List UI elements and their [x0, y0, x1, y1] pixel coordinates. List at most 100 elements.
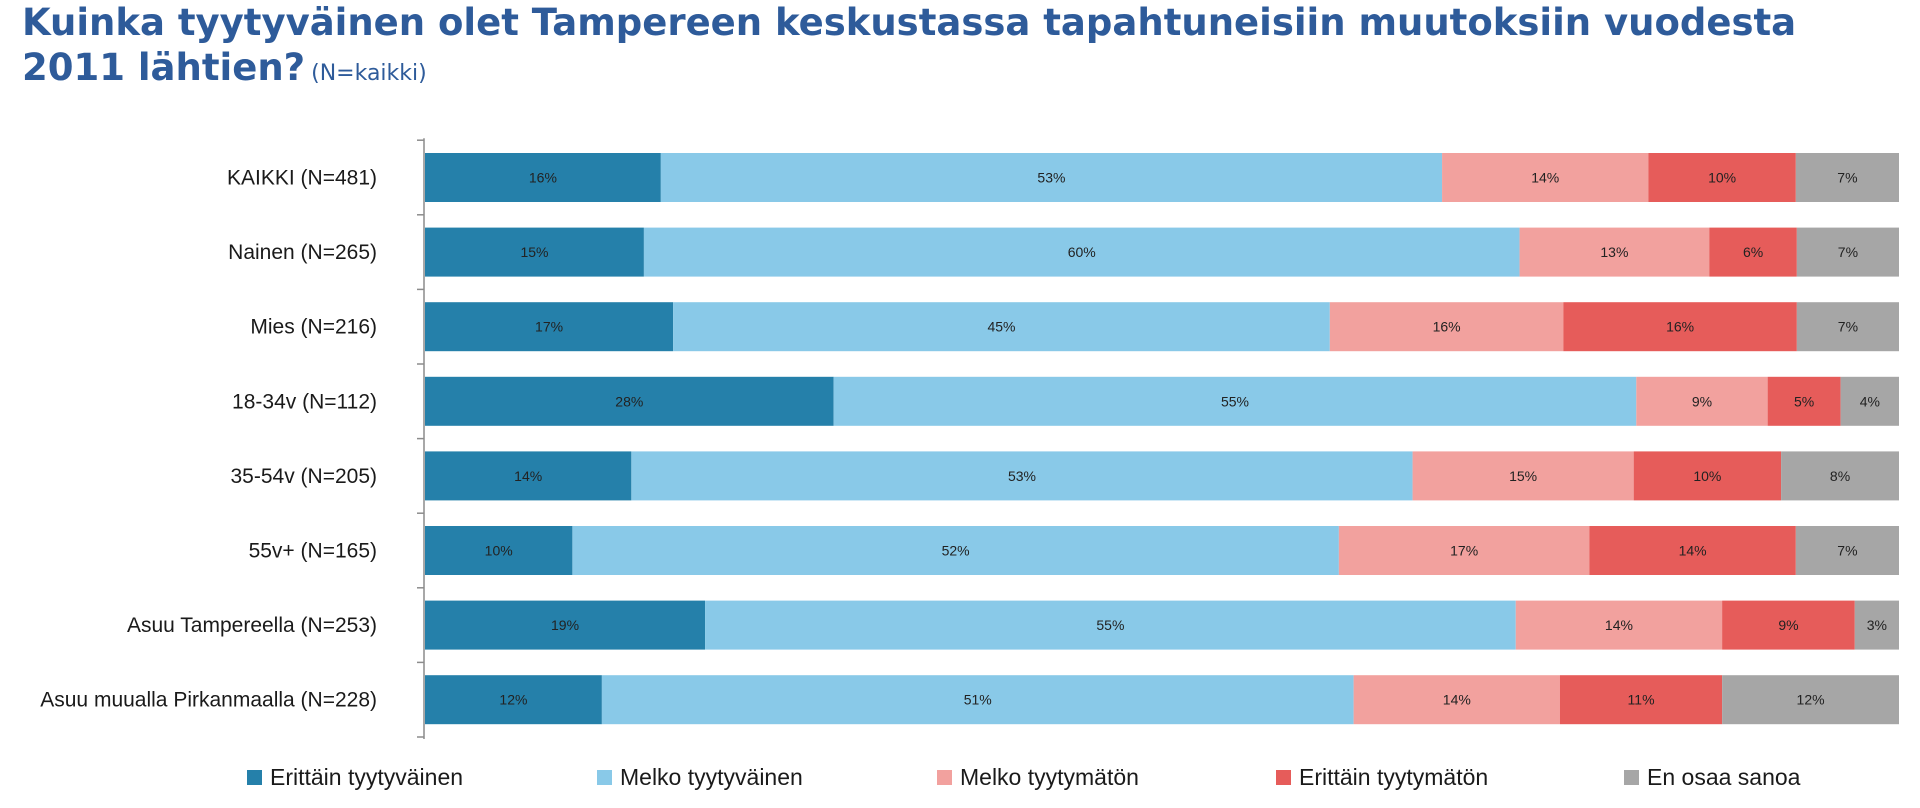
- bar-segment: [1563, 302, 1797, 352]
- bar-segment: [1633, 451, 1782, 501]
- bar-segment: [1589, 526, 1796, 575]
- category-label: KAIKKI (N=481): [227, 167, 377, 190]
- data-label: 55%: [1096, 617, 1124, 633]
- data-label: 53%: [1008, 468, 1036, 484]
- bar-segment: [601, 675, 1354, 725]
- bar-segment: [1796, 227, 1899, 277]
- data-label: 13%: [1600, 244, 1628, 260]
- chart-legend: Erittäin tyytyväinen Melko tyytyväinen Mel…: [0, 760, 1920, 794]
- data-label: 17%: [1450, 543, 1478, 559]
- data-label: 14%: [514, 468, 542, 484]
- legend-item: Erittäin tyytymätön: [1276, 760, 1488, 794]
- bar-segment: [631, 451, 1413, 501]
- data-label: 10%: [1708, 170, 1736, 186]
- legend-swatch: [247, 769, 262, 785]
- bar-segment: [1722, 600, 1855, 650]
- data-label: 16%: [529, 170, 557, 186]
- category-label: Asuu muualla Pirkanmaalla (N=228): [40, 689, 377, 712]
- data-label: 5%: [1794, 393, 1814, 409]
- bar-segment: [833, 376, 1637, 426]
- bar-segment: [1781, 451, 1899, 501]
- category-label: 35-54v (N=205): [231, 465, 378, 488]
- chart-title: Kuinka tyytyväinen olet Tampereen keskus…: [22, 0, 1902, 90]
- chart-subtitle: (N=kaikki): [311, 61, 427, 87]
- legend-swatch: [1276, 769, 1291, 785]
- legend-label: Erittäin tyytymätön: [1299, 763, 1489, 790]
- bar-segment: [660, 153, 1443, 202]
- bar-segment: [425, 451, 632, 501]
- data-label: 60%: [1068, 244, 1096, 260]
- data-label: 10%: [1693, 468, 1721, 484]
- data-label: 10%: [485, 543, 513, 559]
- bar-segment: [425, 526, 573, 575]
- category-label: Asuu Tampereella (N=253): [127, 614, 377, 637]
- data-label: 53%: [1037, 170, 1065, 186]
- bar-segment: [1722, 675, 1899, 725]
- legend-item: Melko tyytymätön: [937, 760, 1139, 794]
- data-label: 14%: [1679, 543, 1707, 559]
- bar-segment: [425, 376, 834, 426]
- data-label: 28%: [615, 393, 643, 409]
- data-label: 12%: [499, 692, 527, 708]
- data-label: 14%: [1443, 692, 1471, 708]
- bar-segment: [705, 600, 1516, 650]
- data-label: 15%: [520, 244, 548, 260]
- legend-swatch: [1624, 769, 1639, 785]
- chart-title-text: Kuinka tyytyväinen olet Tampereen keskus…: [22, 1, 1797, 90]
- category-label: Nainen (N=265): [228, 241, 377, 264]
- bar-segment: [425, 153, 661, 202]
- bar-segment: [1329, 302, 1564, 352]
- legend-swatch: [597, 769, 612, 785]
- legend-swatch: [937, 769, 952, 785]
- bar-segment: [1338, 526, 1590, 575]
- bar-segment: [1353, 675, 1560, 725]
- data-label: 7%: [1837, 170, 1857, 186]
- bar-segment: [1796, 302, 1899, 352]
- bar-segment: [1795, 153, 1899, 202]
- data-label: 45%: [987, 319, 1015, 335]
- data-label: 14%: [1605, 617, 1633, 633]
- data-label: 7%: [1837, 543, 1857, 559]
- data-label: 7%: [1838, 319, 1858, 335]
- bar-segment: [1767, 376, 1841, 426]
- data-label: 14%: [1531, 170, 1559, 186]
- category-label: 18-34v (N=112): [232, 390, 377, 413]
- data-label: 9%: [1778, 617, 1798, 633]
- legend-label: Erittäin tyytyväinen: [270, 763, 464, 790]
- bar-segment: [1795, 526, 1899, 575]
- bar-segment: [1442, 153, 1649, 202]
- category-label: Mies (N=216): [250, 316, 377, 339]
- data-label: 12%: [1797, 692, 1825, 708]
- data-label: 17%: [535, 319, 563, 335]
- data-label: 4%: [1860, 393, 1880, 409]
- bar-segment: [425, 227, 644, 277]
- data-label: 16%: [1433, 319, 1461, 335]
- legend-item: Melko tyytyväinen: [597, 760, 803, 794]
- data-label: 51%: [964, 692, 992, 708]
- category-label: 55v+ (N=165): [249, 540, 377, 563]
- legend-item: Erittäin tyytyväinen: [247, 760, 463, 794]
- data-label: 6%: [1743, 244, 1763, 260]
- legend-label: En osaa sanoa: [1647, 763, 1801, 790]
- data-label: 16%: [1666, 319, 1694, 335]
- bar-segment: [1412, 451, 1634, 501]
- bar-segment: [1559, 675, 1723, 725]
- bar-segment: [572, 526, 1339, 575]
- chart-title-block: Kuinka tyytyväinen olet Tampereen keskus…: [22, 0, 1902, 90]
- legend-label: Melko tyytyväinen: [620, 763, 803, 790]
- data-label: 19%: [551, 617, 579, 633]
- bar-segment: [1515, 600, 1723, 650]
- legend-label: Melko tyytymätön: [960, 763, 1139, 790]
- data-label: 55%: [1221, 393, 1249, 409]
- bar-segment: [1840, 376, 1899, 426]
- legend-item: En osaa sanoa: [1624, 760, 1800, 794]
- bar-segment: [1854, 600, 1899, 650]
- data-label: 7%: [1838, 244, 1858, 260]
- bar-segment: [1636, 376, 1768, 426]
- data-label: 9%: [1692, 393, 1712, 409]
- bar-segment: [425, 600, 706, 650]
- bar-segment: [643, 227, 1520, 277]
- bar-segment: [1519, 227, 1710, 277]
- bar-segment: [425, 302, 674, 352]
- bar-segment: [673, 302, 1330, 352]
